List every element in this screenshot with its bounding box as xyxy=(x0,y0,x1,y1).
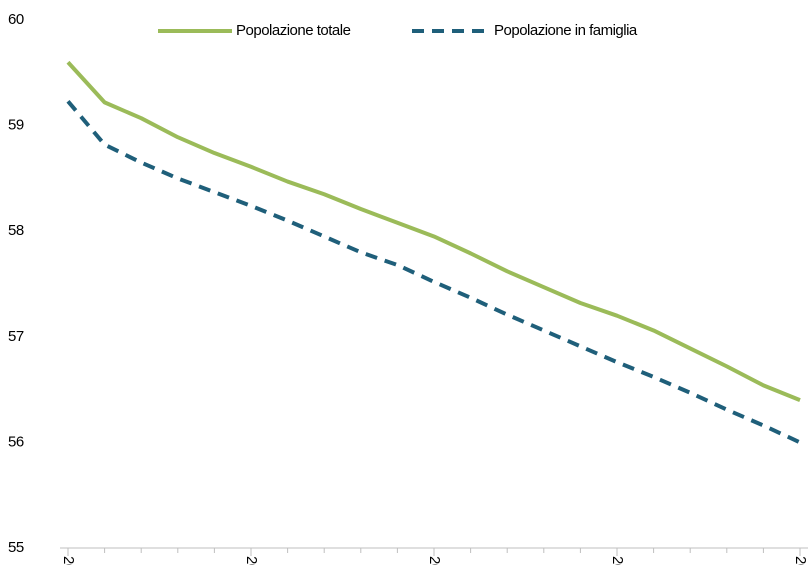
y-tick-label: 58 xyxy=(8,222,24,239)
legend-label: Popolazione totale xyxy=(236,22,351,39)
x-tick-label: 2040 xyxy=(792,556,809,565)
y-tick-label: 57 xyxy=(8,328,24,345)
y-tick-label: 55 xyxy=(8,539,24,556)
y-tick-label: 60 xyxy=(8,11,24,28)
legend-label: Popolazione in famiglia xyxy=(494,22,638,39)
y-tick-label: 59 xyxy=(8,117,24,134)
data-line xyxy=(66,60,801,403)
x-tick-label: 2030 xyxy=(426,556,443,565)
data-line xyxy=(66,100,801,445)
x-tick-label: 2035 xyxy=(609,556,626,565)
y-tick-label: 56 xyxy=(8,433,24,450)
x-tick-label: 2020 xyxy=(60,556,77,565)
x-tick-label: 2025 xyxy=(243,556,260,565)
